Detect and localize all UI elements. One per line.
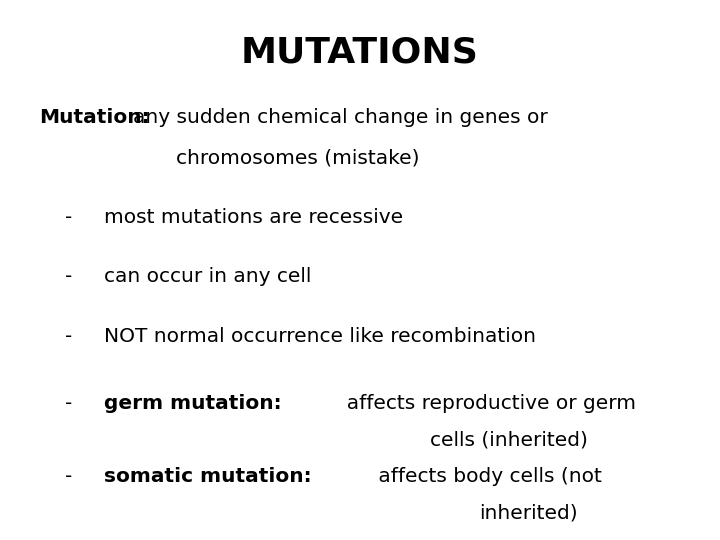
- Text: Mutation:: Mutation:: [40, 108, 150, 127]
- Text: -: -: [65, 327, 72, 346]
- Text: affects reproductive or germ: affects reproductive or germ: [333, 394, 636, 413]
- Text: germ mutation:: germ mutation:: [104, 394, 282, 413]
- Text: somatic mutation:: somatic mutation:: [104, 467, 312, 486]
- Text: -: -: [65, 394, 72, 413]
- Text: cells (inherited): cells (inherited): [430, 431, 588, 450]
- Text: chromosomes (mistake): chromosomes (mistake): [176, 148, 420, 167]
- Text: affects body cells (not: affects body cells (not: [372, 467, 602, 486]
- Text: any sudden chemical change in genes or: any sudden chemical change in genes or: [133, 108, 548, 127]
- Text: can occur in any cell: can occur in any cell: [104, 267, 312, 286]
- Text: inherited): inherited): [479, 504, 577, 523]
- Text: -: -: [65, 208, 72, 227]
- Text: -: -: [65, 267, 72, 286]
- Text: NOT normal occurrence like recombination: NOT normal occurrence like recombination: [104, 327, 536, 346]
- Text: MUTATIONS: MUTATIONS: [241, 35, 479, 69]
- Text: most mutations are recessive: most mutations are recessive: [104, 208, 403, 227]
- Text: -: -: [65, 467, 72, 486]
